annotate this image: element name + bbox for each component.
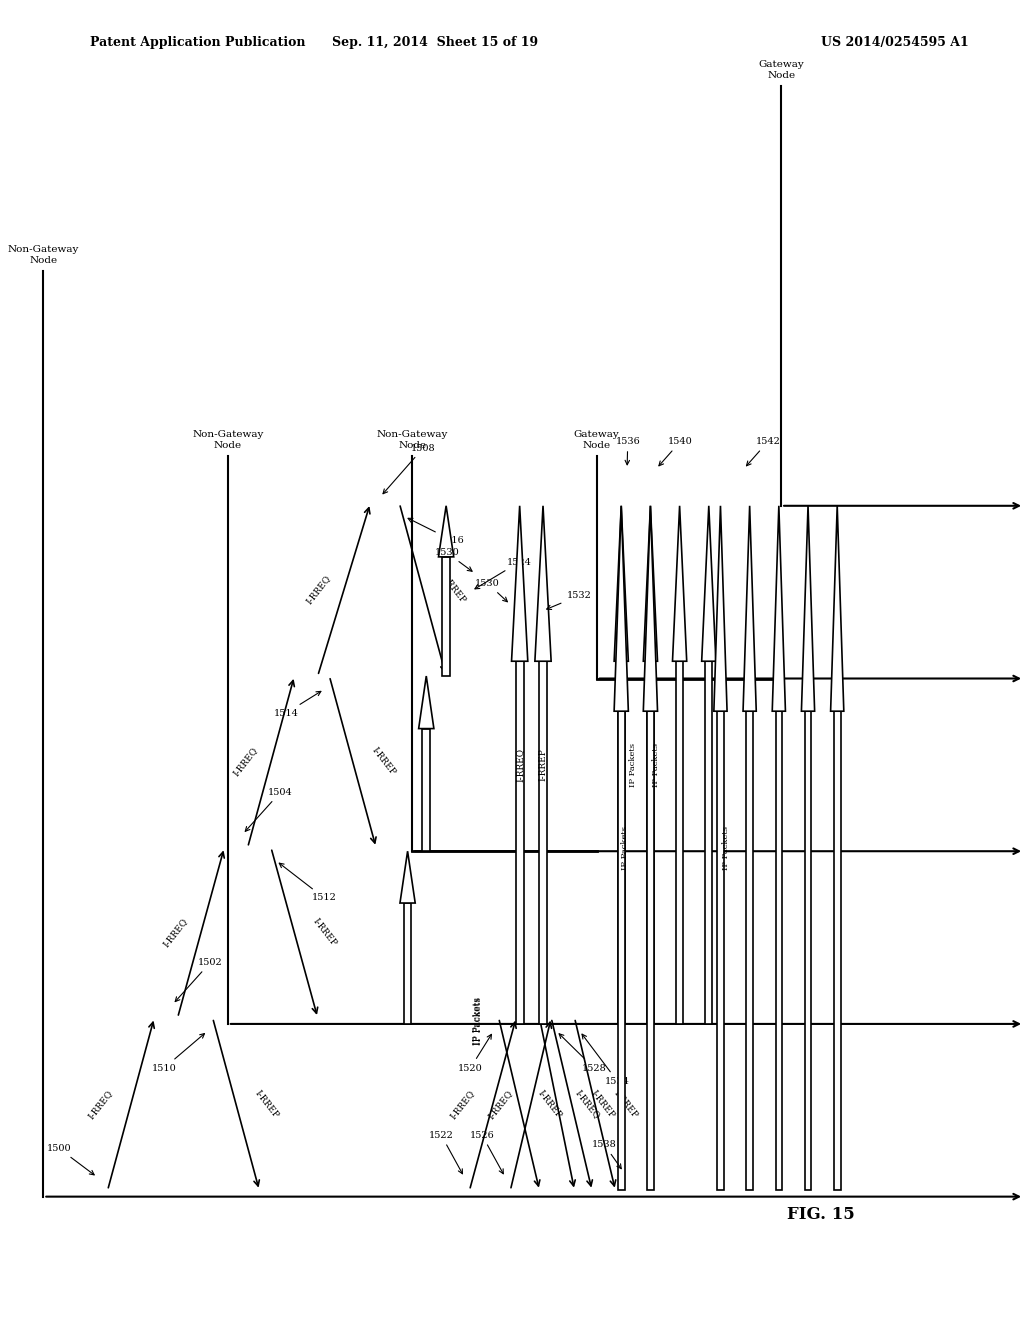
Text: Non-Gateway
Node: Non-Gateway Node [377,430,447,450]
Text: 1524: 1524 [475,557,531,589]
Text: 1500: 1500 [47,1144,94,1175]
Polygon shape [512,506,527,661]
Text: Non-Gateway
Node: Non-Gateway Node [7,246,79,265]
Text: I-RREQ: I-RREQ [162,916,189,949]
Text: I-RREP: I-RREP [370,746,397,777]
Polygon shape [643,506,657,711]
Text: I-RREQ: I-RREQ [304,573,333,606]
Polygon shape [617,711,625,1191]
Polygon shape [676,661,683,1024]
Polygon shape [706,661,713,1024]
Text: 1536: 1536 [615,437,640,465]
Text: I-RREP: I-RREP [589,1089,615,1119]
Text: 1530: 1530 [475,579,507,602]
Polygon shape [614,506,629,661]
Text: 1532: 1532 [547,591,591,610]
Polygon shape [403,903,412,1024]
Text: IP Packets: IP Packets [629,743,637,787]
Text: I-RREP: I-RREP [253,1089,281,1119]
Polygon shape [673,506,687,661]
Text: I-RREQ: I-RREQ [231,746,260,777]
Polygon shape [614,506,629,711]
Text: 1508: 1508 [383,444,435,494]
Polygon shape [714,506,727,711]
Polygon shape [647,661,654,1024]
Text: I-RREQ: I-RREQ [515,748,524,781]
Polygon shape [802,506,815,711]
Polygon shape [400,851,415,903]
Polygon shape [746,711,753,1191]
Polygon shape [647,711,654,1191]
Polygon shape [775,711,782,1191]
Polygon shape [717,711,724,1191]
Polygon shape [805,711,811,1191]
Text: US 2014/0254595 A1: US 2014/0254595 A1 [821,36,969,49]
Text: Gateway
Node: Gateway Node [759,61,804,79]
Text: I-RREQ: I-RREQ [573,1088,601,1121]
Text: 1516: 1516 [409,519,465,545]
Polygon shape [743,506,757,711]
Polygon shape [516,661,523,1024]
Text: 1514: 1514 [273,692,321,718]
Text: Non-Gateway
Node: Non-Gateway Node [193,430,263,450]
Text: IP Packets: IP Packets [474,997,483,1045]
Text: 1530: 1530 [434,548,472,572]
Polygon shape [617,661,625,1024]
Text: 1542: 1542 [746,437,780,466]
Text: 1504: 1504 [246,788,293,832]
Text: I-RREQ: I-RREQ [449,1088,476,1121]
Text: Gateway
Node: Gateway Node [573,430,620,450]
Text: 1528: 1528 [559,1034,606,1073]
Polygon shape [830,506,844,711]
Polygon shape [643,506,657,661]
Text: Patent Application Publication: Patent Application Publication [89,36,305,49]
Text: I-RREQ: I-RREQ [86,1088,115,1121]
Polygon shape [701,506,716,661]
Polygon shape [539,661,547,1024]
Text: 1540: 1540 [658,437,692,466]
Text: 1512: 1512 [280,863,337,903]
Text: 1510: 1510 [152,1034,205,1073]
Text: 1538: 1538 [592,1140,622,1168]
Text: IP Packets: IP Packets [621,826,629,870]
Text: FIG. 15: FIG. 15 [787,1206,855,1222]
Text: 1526: 1526 [470,1131,504,1173]
Polygon shape [423,729,430,851]
Text: IP Packets: IP Packets [722,826,730,870]
Text: Sep. 11, 2014  Sheet 15 of 19: Sep. 11, 2014 Sheet 15 of 19 [332,36,538,49]
Text: 1502: 1502 [175,958,222,1002]
Polygon shape [772,506,785,711]
Text: I-RREQ: I-RREQ [486,1088,514,1121]
Polygon shape [419,676,434,729]
Text: I-RREP: I-RREP [539,748,548,781]
Text: 1520: 1520 [458,1035,492,1073]
Text: I-RREP: I-RREP [536,1089,563,1119]
Text: I-RREP: I-RREP [439,574,467,606]
Polygon shape [535,506,551,661]
Polygon shape [834,711,841,1191]
Text: I-RREP: I-RREP [611,1089,639,1119]
Text: I-RREP: I-RREP [311,917,339,948]
Text: 1534: 1534 [582,1034,630,1086]
Text: IP Packets: IP Packets [473,997,482,1045]
Text: IP Packets: IP Packets [652,743,660,787]
Polygon shape [442,557,450,676]
Polygon shape [438,506,454,557]
Text: 1522: 1522 [429,1131,463,1173]
